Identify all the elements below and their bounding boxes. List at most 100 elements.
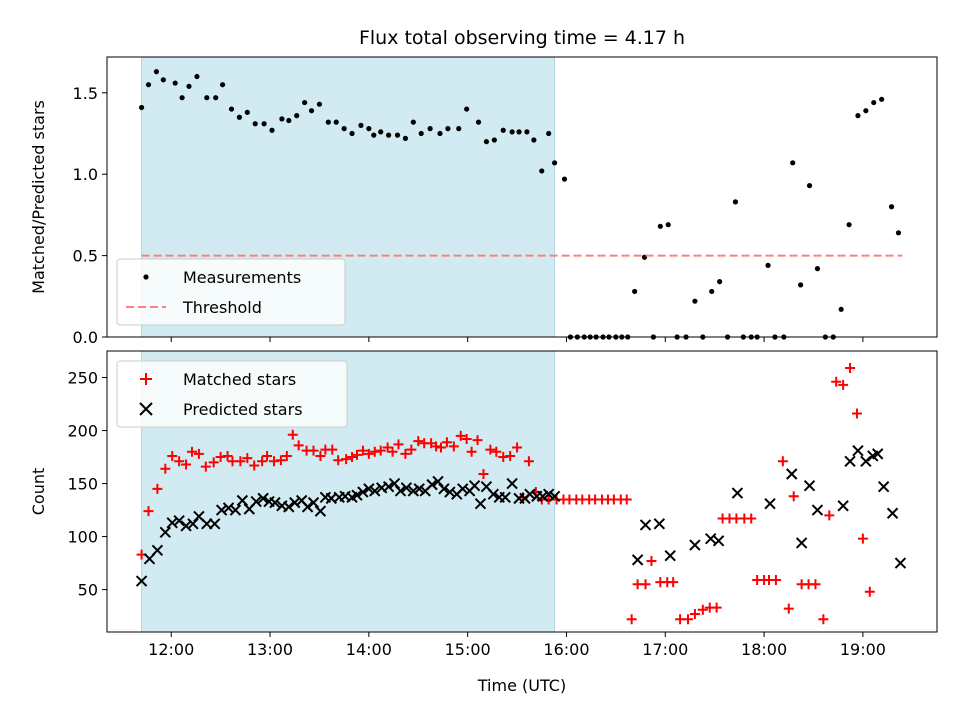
- measurement-point: [838, 306, 844, 312]
- matched-star-point: [466, 446, 477, 457]
- x-tick-label: 15:00: [445, 640, 491, 659]
- measurement-point: [204, 95, 210, 101]
- matched-star-point: [626, 614, 637, 625]
- matched-star-point: [375, 445, 386, 456]
- matched-star-point: [363, 448, 374, 459]
- predicted-star-point: [852, 444, 864, 457]
- matched-star-point: [831, 376, 842, 387]
- measurement-point: [464, 106, 470, 112]
- predicted-star-point: [432, 475, 444, 488]
- legend: Measurements Threshold: [116, 258, 346, 326]
- matched-star-point: [683, 614, 693, 625]
- matched-star-point: [200, 461, 211, 472]
- predicted-star-point: [499, 491, 511, 504]
- axes-frame: [106, 56, 938, 338]
- predicted-star-point: [474, 497, 487, 510]
- measurement-point: [358, 122, 364, 128]
- predicted-star-point: [307, 496, 320, 509]
- matched-star-point: [455, 430, 466, 441]
- measurement-point: [410, 119, 416, 125]
- y-axis-label: Count: [29, 468, 48, 516]
- y-tick-label: 150: [67, 475, 98, 494]
- matched-star-point: [824, 510, 835, 521]
- predicted-star-point: [689, 539, 701, 551]
- predicted-star-point: [283, 501, 295, 513]
- measurement-point: [325, 119, 331, 125]
- y-axis-label: Matched/Predicted stars: [29, 100, 48, 294]
- measurement-point: [302, 99, 308, 106]
- legend-label: Predicted stars: [183, 400, 303, 419]
- predicted-star-point: [357, 486, 369, 498]
- x-tick-label: 19:00: [840, 640, 886, 659]
- measurement-point: [483, 139, 490, 145]
- predicted-star-point: [444, 486, 456, 498]
- y-tick-label: 0.5: [73, 247, 98, 266]
- predicted-star-point: [166, 517, 178, 529]
- measurement-point: [378, 129, 384, 135]
- matched-star-point: [431, 441, 442, 452]
- matched-star-point: [478, 469, 489, 480]
- matched-star-point: [167, 450, 178, 461]
- matched-star-point: [222, 450, 233, 461]
- measurement-point: [145, 82, 152, 88]
- measurement-point: [717, 279, 723, 285]
- predicted-star-point: [250, 495, 262, 508]
- matched-star-point: [810, 579, 821, 590]
- matched-star-point: [287, 429, 298, 440]
- matched-star-point: [268, 456, 279, 467]
- predicted-star-point: [872, 448, 884, 460]
- predicted-star-point: [388, 477, 401, 490]
- measurement-point: [863, 108, 869, 114]
- matched-star-point: [413, 436, 424, 447]
- predicted-star-point: [653, 518, 666, 530]
- matched-star-point: [369, 446, 380, 457]
- x-tick-label: 14:00: [346, 640, 392, 659]
- measurement-point: [261, 121, 267, 127]
- measurement-point: [546, 130, 552, 137]
- measurement-point: [316, 101, 323, 107]
- matched-star-point: [235, 456, 246, 467]
- x-tick-label: 12:00: [148, 640, 194, 659]
- matched-star-point: [262, 450, 273, 461]
- predicted-star-point: [894, 557, 907, 569]
- predicted-star-point: [208, 518, 221, 530]
- y-tick-label: 1.5: [73, 84, 98, 103]
- predicted-star-point: [886, 507, 899, 519]
- predicted-star-point: [764, 497, 776, 510]
- predicted-star-point: [548, 490, 561, 502]
- matched-star-point: [621, 494, 632, 505]
- measurement-point: [252, 121, 258, 127]
- predicted-star-point: [844, 455, 856, 467]
- measurement-point: [371, 132, 377, 138]
- measurement-point: [160, 77, 166, 83]
- matched-star-point: [845, 362, 856, 373]
- matched-star-point: [174, 456, 185, 467]
- predicted-star-point: [731, 487, 744, 499]
- measurement-point: [516, 129, 522, 135]
- measurement-point: [228, 106, 235, 112]
- legend: Matched stars Predicted stars: [116, 360, 348, 428]
- x-tick-label: 13:00: [247, 640, 293, 659]
- matched-star-point: [215, 452, 226, 463]
- matched-star-point: [333, 455, 344, 466]
- x-tick-label: 17:00: [642, 640, 688, 659]
- measurement-point: [445, 126, 451, 132]
- predicted-star-point: [438, 483, 450, 495]
- matched-star-point: [193, 448, 204, 459]
- y-tick-label: 200: [67, 422, 98, 441]
- predicted-star-point: [382, 481, 395, 493]
- matched-star-point: [864, 586, 875, 597]
- predicted-star-point: [159, 526, 172, 539]
- predicted-star-point: [257, 492, 269, 505]
- legend-box: [116, 258, 346, 326]
- matched-star-point: [341, 454, 352, 465]
- matched-star-point: [181, 459, 192, 470]
- measurement-point: [732, 199, 739, 205]
- predicted-star-point: [269, 496, 281, 509]
- predicted-star-point: [506, 477, 518, 490]
- x-axis-label: Time (UTC): [477, 676, 566, 695]
- matched-star-point: [746, 513, 757, 524]
- predicted-star-point: [351, 489, 363, 501]
- measurement-point: [456, 126, 462, 132]
